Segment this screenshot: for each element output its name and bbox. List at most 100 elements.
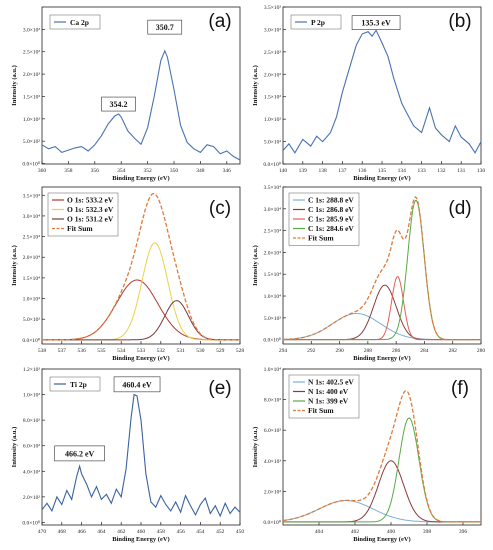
x-tick-label: 534 [117, 348, 126, 354]
x-tick-label: 346 [223, 168, 232, 174]
y-tick-label: 1.5×10³ [23, 94, 40, 100]
fit-sum-line [283, 196, 481, 341]
x-tick-label: 352 [143, 168, 152, 174]
y-axis-label: Intensity (a.u.) [11, 245, 18, 286]
legend-entry: P 2p [311, 18, 325, 27]
y-tick-label: 1.5×10⁴ [23, 276, 40, 282]
y-tick-label: 1.0×10³ [23, 117, 40, 123]
x-tick-label: 132 [437, 168, 446, 174]
legend-entry: N 1s: 402.5 eV [308, 378, 354, 387]
x-axis-label: Binding Energy (eV) [353, 536, 410, 543]
x-tick-label: 460 [137, 529, 146, 535]
y-axis-label: Intensity (a.u.) [252, 65, 259, 106]
x-tick-label: 294 [279, 348, 288, 354]
y-tick-label: 3.5×10³ [264, 5, 281, 11]
x-tick-label: 350 [170, 168, 179, 174]
panel-0: 360 358 356 354 352 350 348 346 0.0×10⁰ 5.0×10² 1.… [11, 6, 241, 182]
peak-annotation: 350.7 [156, 23, 174, 32]
x-tick-label: 533 [137, 348, 146, 354]
x-tick-label: 452 [216, 529, 225, 535]
y-tick-label: 1.2×10³ [23, 367, 40, 373]
peak-annotation: 466.2 eV [65, 449, 95, 458]
x-tick-label: 404 [315, 529, 324, 535]
x-tick-label: 290 [335, 348, 344, 354]
component-peak-line [283, 284, 481, 341]
y-tick-label: 2.5×10³ [264, 50, 281, 56]
x-tick-label: 470 [38, 529, 47, 535]
panel-2: 538 537 536 535 534 533 532 531 530 529 528 0.0×10⁰… [11, 186, 245, 362]
peak-annotation-box [54, 445, 105, 462]
component-peak-line [283, 417, 481, 523]
legend-entry: Fit Sum [308, 234, 334, 243]
panel-1: 140 139 138 137 136 135 134 133 132 131 130 0.0×10⁰… [252, 5, 485, 182]
x-tick-label: 280 [477, 348, 486, 354]
spectrum-line [41, 49, 241, 161]
y-tick-label: 8.0×10² [23, 418, 40, 424]
x-tick-label: 138 [318, 168, 327, 174]
legend-entry: C 1s: 284.6 eV [308, 224, 354, 233]
legend-entry: Ti 2p [70, 380, 87, 389]
x-tick-label: 454 [196, 529, 205, 535]
panel-5: 404 402 400 398 396 0.0×10⁰ 2.0×10³ 4.0×10³ 6.0×… [252, 367, 482, 543]
component-peak-line [42, 300, 240, 341]
legend-entry: O 1s: 533.2 eV [67, 196, 114, 205]
plot-frame [282, 186, 482, 345]
x-tick-label: 284 [420, 348, 429, 354]
x-tick-label: 468 [58, 529, 67, 535]
y-tick-label: 0.0×10⁰ [263, 519, 281, 526]
x-tick-label: 462 [117, 529, 126, 535]
x-tick-label: 456 [176, 529, 185, 535]
legend-entry: Ca 2p [70, 18, 89, 27]
x-tick-label: 133 [417, 168, 426, 174]
y-tick-label: 2.0×10³ [23, 72, 40, 78]
legend-entry: O 1s: 531.2 eV [67, 215, 114, 224]
y-tick-label: 1.0×10⁴ [264, 367, 281, 373]
y-axis-label: Intensity (a.u.) [11, 65, 18, 106]
y-axis-label: Intensity (a.u.) [252, 427, 259, 468]
x-tick-label: 464 [97, 529, 106, 535]
peak-annotation-box [147, 19, 183, 35]
y-tick-label: 1.0×10³ [23, 393, 40, 399]
legend-box [49, 376, 101, 392]
y-tick-label: 1.0×10⁴ [264, 294, 281, 300]
y-tick-label: 2.0×10⁴ [264, 250, 281, 256]
fit-sum-line [42, 193, 240, 341]
x-tick-label: 348 [196, 168, 205, 174]
x-axis-label: Binding Energy (eV) [112, 175, 169, 182]
y-tick-label: 0.0×10⁰ [22, 519, 40, 526]
x-tick-label: 286 [392, 348, 401, 354]
x-tick-label: 532 [157, 348, 166, 354]
x-tick-label: 398 [423, 529, 432, 535]
panel-3: 294 292 290 288 286 284 282 280 0.0×10⁰ 5.0×10³ 1.… [252, 185, 485, 362]
y-tick-label: 0.0×10⁰ [263, 161, 281, 168]
peak-annotation-box [101, 96, 136, 112]
y-tick-label: 2.0×10³ [264, 72, 281, 78]
plot-frame [282, 368, 482, 526]
legend-box [288, 374, 360, 419]
x-tick-label: 530 [196, 348, 205, 354]
x-tick-label: 528 [236, 348, 245, 354]
panel-4: 470 468 466 464 462 460 458 456 454 452 450 0.0×10⁰… [11, 367, 244, 543]
y-tick-label: 4.0×10² [23, 469, 40, 475]
panel-label: (b) [448, 11, 471, 32]
legend-entry: O 1s: 532.3 eV [67, 205, 114, 214]
x-tick-label: 529 [216, 348, 225, 354]
legend-entry: C 1s: 286.8 eV [308, 205, 354, 214]
x-tick-label: 358 [64, 168, 73, 174]
component-peak-line [283, 313, 481, 341]
panel-label: (f) [451, 378, 469, 399]
y-tick-label: 4.0×10³ [264, 459, 281, 465]
x-tick-label: 354 [117, 168, 126, 174]
component-peak-line [42, 242, 240, 341]
peak-annotation-box [351, 15, 401, 30]
x-tick-label: 535 [97, 348, 106, 354]
y-tick-label: 1.5×10³ [264, 95, 281, 101]
x-tick-label: 356 [91, 168, 100, 174]
legend-entry: C 1s: 285.9 eV [308, 215, 354, 224]
x-tick-label: 450 [236, 529, 245, 535]
x-axis-label: Binding Energy (eV) [112, 536, 169, 543]
spectrum-line [282, 29, 482, 154]
y-tick-label: 3.0×10³ [23, 27, 40, 33]
x-tick-label: 400 [387, 529, 396, 535]
peak-annotation: 354.2 [110, 100, 128, 109]
